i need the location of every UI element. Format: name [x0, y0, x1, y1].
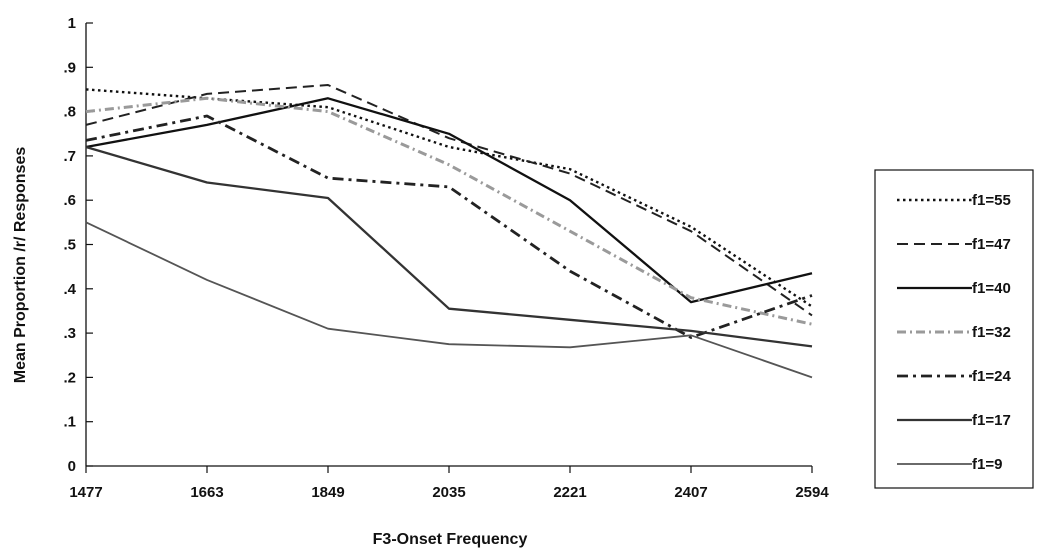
y-tick-label: .1 [63, 414, 76, 431]
y-tick-label: 1 [68, 15, 76, 32]
legend-label: f1=17 [972, 412, 1011, 429]
y-tick-label: .4 [63, 281, 76, 298]
y-tick-label: .2 [63, 369, 76, 386]
x-tick-label: 1663 [190, 484, 223, 501]
legend-label: f1=55 [972, 192, 1011, 209]
series-line-f1-32 [85, 96, 813, 326]
y-tick-label: .5 [63, 237, 76, 254]
legend: f1=55 f1=47 f1=40 f1=32 f1=24 f1=17 f1=9 [874, 169, 1034, 489]
legend-label: f1=24 [972, 368, 1011, 385]
legend-box [874, 169, 1034, 489]
legend-label: f1=32 [972, 324, 1011, 341]
legend-label: f1=40 [972, 280, 1011, 297]
x-tick-label: 1849 [311, 484, 344, 501]
y-tick-label: 0 [68, 458, 76, 475]
series-line-f1-47 [85, 84, 813, 317]
legend-label: f1=9 [972, 456, 1002, 473]
y-tick-label: .7 [63, 148, 76, 165]
x-tick-label: 2035 [432, 484, 465, 501]
x-tick-label: 2594 [795, 484, 829, 501]
y-tick-label: .3 [63, 325, 76, 342]
series-line-f1-17 [85, 145, 813, 348]
series-line-f1-40 [85, 97, 813, 304]
legend-label: f1=47 [972, 236, 1011, 253]
axes: 0 .1 .2 .3 .4 .5 .6 .7 .8 .9 1 1477 1663 1849 2035 2221… [63, 15, 829, 501]
x-tick-label: 2221 [553, 484, 586, 501]
y-tick-label: .6 [63, 192, 76, 209]
y-axis-title: Mean Proportion /r/ Responses [12, 147, 29, 384]
y-tick-label: .8 [63, 104, 76, 121]
series-line-f1-9 [85, 221, 813, 379]
x-axis-title: F3-Onset Frequency [373, 531, 528, 548]
x-tick-label: 2407 [674, 484, 707, 501]
x-tick-label: 1477 [69, 484, 102, 501]
y-tick-label: .9 [63, 59, 76, 76]
series-layer [85, 84, 813, 379]
series-line-f1-24 [85, 114, 813, 339]
